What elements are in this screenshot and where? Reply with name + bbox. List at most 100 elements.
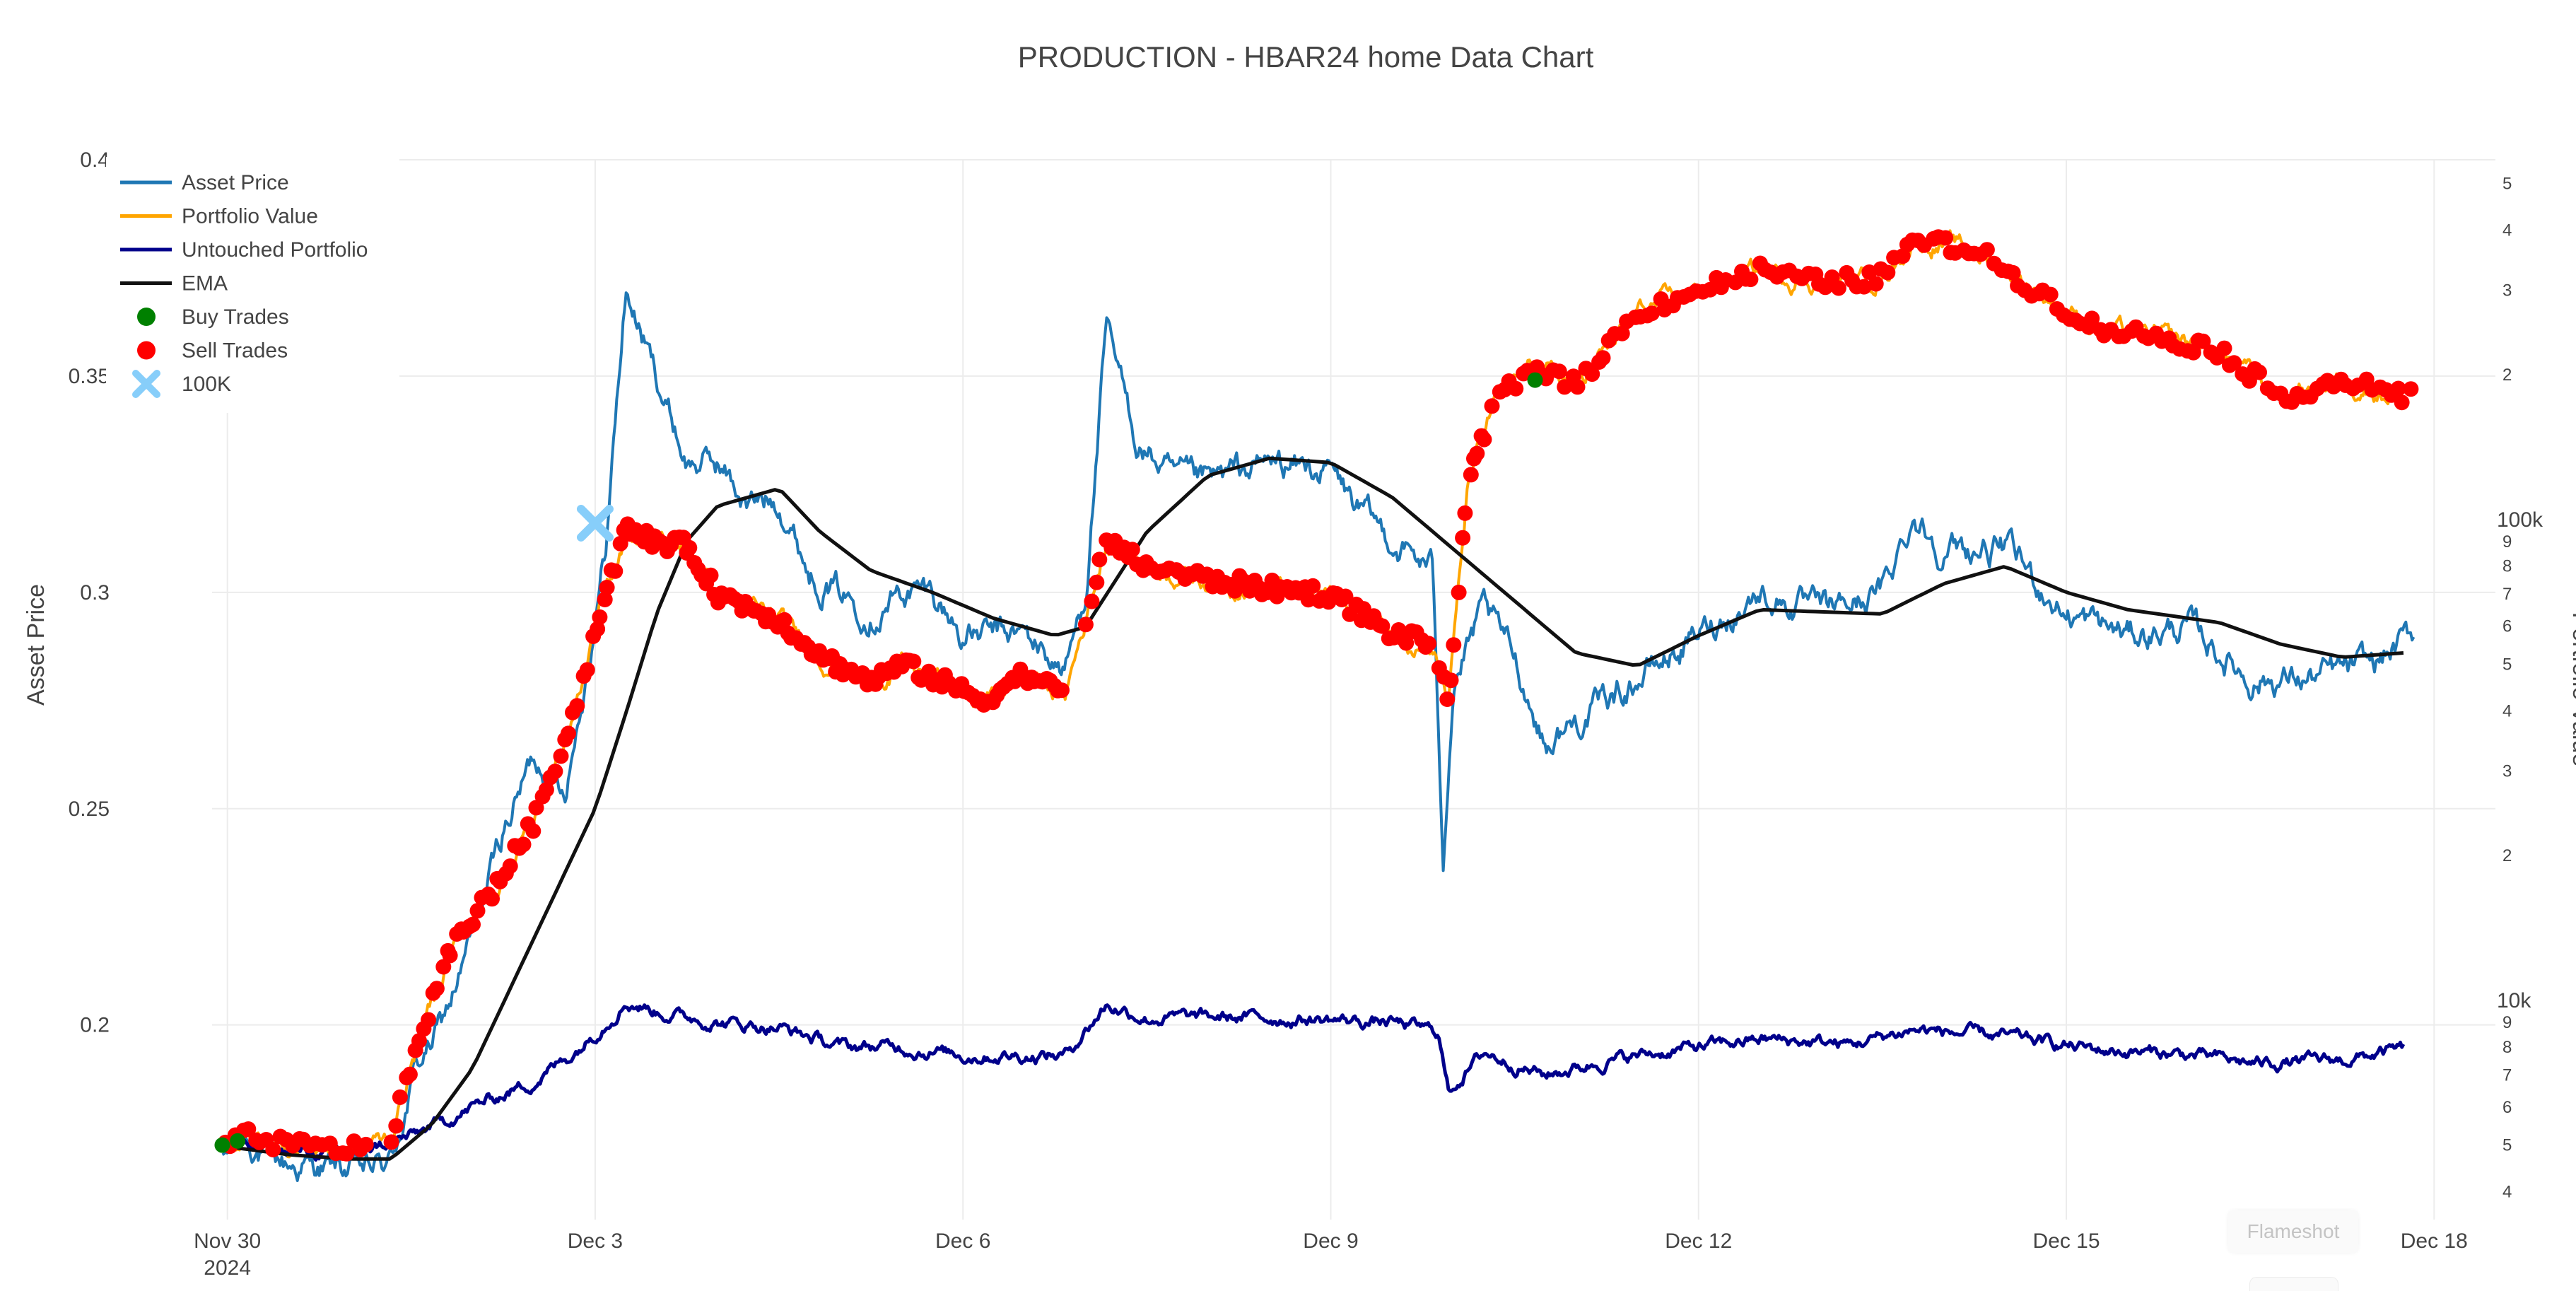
grid-layer (212, 159, 2495, 1220)
sell-trade-marker (1551, 363, 1567, 380)
x-tick-label: Dec 6 (935, 1229, 990, 1253)
sell-trade-marker (402, 1066, 418, 1082)
sell-trade-marker (1880, 264, 1896, 281)
sell-trade-marker (1455, 530, 1471, 546)
legend-label-untouched-portfolio: Untouched Portfolio (182, 238, 368, 262)
legend-swatch-buy-trades (137, 308, 156, 326)
buy-trade-marker (214, 1137, 230, 1153)
y-left-tick-label: 0.4 (80, 148, 110, 172)
y-right-tick-label: 10k (2497, 989, 2531, 1012)
sell-trade-marker (1374, 618, 1391, 634)
sell-trade-marker (1089, 574, 1105, 590)
sell-trade-marker (607, 563, 623, 579)
sell-trade-marker (2185, 344, 2201, 361)
sell-trade-marker (1476, 431, 1492, 448)
sell-trade-marker (612, 535, 628, 551)
x-tick-label: Dec 9 (1303, 1229, 1358, 1253)
sell-trade-marker (1446, 637, 1462, 653)
sell-trade-marker (1337, 588, 1354, 604)
sell-trade-marker (435, 959, 452, 975)
buy-trade-marker (1527, 372, 1543, 388)
y-right-tick-label: 100k (2497, 508, 2543, 532)
sell-trade-marker (1443, 672, 1459, 689)
y-right-tick-label: 5 (2502, 1136, 2512, 1155)
sell-trade-marker (484, 891, 500, 907)
legend-label-100k: 100K (182, 373, 231, 396)
sell-trade-marker (1124, 542, 1140, 558)
marker-layer (214, 229, 2419, 1162)
sell-trade-marker (1451, 584, 1467, 600)
y-right-tick-label: 4 (2502, 701, 2512, 720)
sell-trade-marker (569, 698, 585, 714)
y-right-tick-label: 2 (2502, 846, 2512, 865)
sell-trade-marker (590, 621, 606, 637)
sell-trade-marker (2195, 333, 2211, 349)
x-tick-label: Nov 30 (194, 1229, 261, 1253)
y-right-tick-label: 5 (2502, 655, 2512, 674)
sell-trade-marker (1979, 242, 1995, 258)
sell-trade-marker (1421, 636, 1437, 652)
sell-trade-marker (1077, 617, 1094, 633)
x-tick-label: Dec 3 (568, 1229, 623, 1253)
sell-trade-marker (1439, 691, 1456, 707)
y-right-tick-label: 5 (2502, 174, 2512, 193)
sell-trade-marker (442, 947, 458, 964)
sell-trade-marker (2216, 340, 2232, 356)
sell-trade-marker (358, 1136, 374, 1152)
sell-trade-marker (1508, 380, 1524, 397)
sell-trade-marker (2005, 264, 2021, 281)
sell-trade-marker (592, 609, 608, 625)
legend-label-portfolio-value: Portfolio Value (182, 205, 318, 228)
sell-trade-marker (547, 764, 563, 779)
sell-trade-marker (1584, 366, 1600, 382)
legend-label-ema: EMA (182, 272, 228, 296)
y-right-tick-label: 4 (2502, 1183, 2512, 1202)
y-right-tick-label: 6 (2502, 1098, 2512, 1117)
sell-trade-marker (1569, 379, 1586, 395)
sell-trade-marker (1091, 551, 1108, 568)
x-tick-label: Dec 15 (2032, 1229, 2100, 1253)
flameshot-tab[interactable] (2249, 1277, 2338, 1291)
legend-label-asset-price: Asset Price (182, 171, 289, 194)
sell-trade-marker (392, 1089, 408, 1105)
sell-trade-marker (339, 1145, 355, 1162)
legend[interactable]: Asset Price Portfolio Value Untouched Port… (106, 157, 399, 413)
sell-trade-marker (515, 836, 532, 853)
sell-trade-marker (1868, 276, 1884, 292)
sell-trade-marker (469, 903, 486, 919)
sell-trade-marker (599, 580, 615, 595)
sell-trade-marker (681, 539, 698, 556)
sell-trade-marker (502, 858, 518, 875)
series-line-portfolio-value (221, 229, 2405, 1159)
sell-trade-marker (1856, 279, 1872, 295)
sell-trade-marker (561, 725, 576, 742)
y-axis-left-label: Asset Price (23, 584, 49, 706)
sell-trade-marker (2252, 364, 2267, 380)
flameshot-watermark[interactable]: Flameshot (2228, 1210, 2358, 1253)
buy-trade-marker (230, 1133, 246, 1149)
y-right-tick-label: 9 (2502, 1013, 2512, 1032)
sell-trade-marker (597, 592, 613, 607)
sell-trade-marker (428, 981, 445, 997)
y-left-tick-label: 0.25 (69, 798, 110, 821)
x-tick-label: Dec 12 (1665, 1229, 1732, 1253)
legend-label-buy-trades: Buy Trades (182, 305, 289, 329)
sell-trade-marker (1595, 350, 1611, 366)
sell-trade-marker (421, 1012, 437, 1028)
x-tick-sublabel: 2024 (204, 1256, 251, 1280)
legend-swatch-sell-trades (137, 341, 156, 360)
sell-trade-marker (1226, 583, 1243, 599)
chart-title: PRODUCTION - HBAR24 home Data Chart (1018, 40, 1594, 74)
y-left-tick-label: 0.35 (69, 365, 110, 388)
marker-100k (576, 504, 614, 542)
sell-trade-marker (388, 1118, 404, 1134)
sell-trade-marker (2403, 381, 2419, 397)
sell-trade-marker (411, 1033, 427, 1049)
sell-trade-marker (525, 823, 541, 839)
sell-trade-marker (1938, 230, 1954, 246)
y-right-tick-label: 3 (2502, 281, 2512, 300)
sell-trade-marker (2084, 310, 2100, 327)
y-right-tick-label: 8 (2502, 557, 2512, 576)
sell-trade-marker (1457, 505, 1473, 521)
